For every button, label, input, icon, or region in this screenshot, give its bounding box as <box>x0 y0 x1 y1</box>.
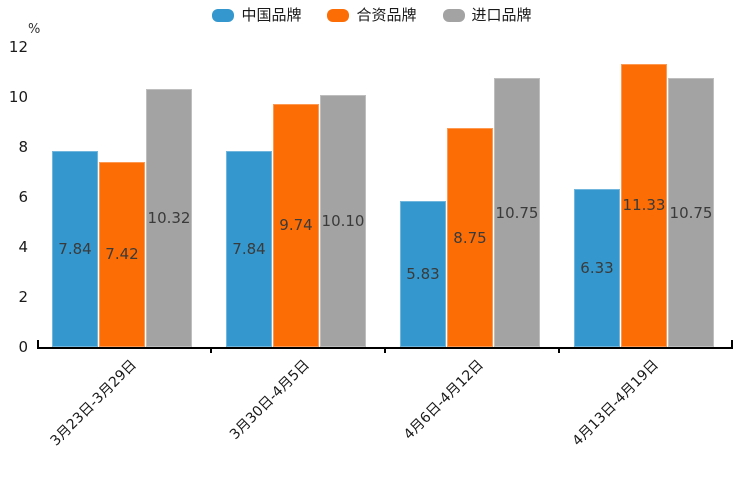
bar-进口品牌-4 <box>668 78 714 347</box>
x-category-label: 3月30日-4月5日 <box>227 357 314 443</box>
legend-swatch-icon <box>442 8 465 22</box>
legend-item-2[interactable]: 合资品牌 <box>327 6 417 24</box>
x-axis-left-cap <box>37 340 39 347</box>
bar-value-label: 7.84 <box>232 240 266 258</box>
legend-label: 进口品牌 <box>471 6 532 24</box>
y-tick-label: 6 <box>18 188 28 206</box>
bar-进口品牌-3 <box>494 78 540 347</box>
bar-中国品牌-2 <box>226 151 272 347</box>
y-tick-label: 10 <box>8 88 28 106</box>
y-axis-unit-label: % <box>28 22 41 37</box>
bar-value-label: 8.75 <box>453 228 487 247</box>
x-axis-tick <box>384 349 386 353</box>
bar-合资品牌-4 <box>621 63 667 347</box>
bar-中国品牌-3 <box>400 201 446 347</box>
bar-中国品牌-4 <box>574 188 620 347</box>
bar-合资品牌-2 <box>273 103 319 347</box>
bar-value-label: 9.74 <box>279 216 313 235</box>
bar-进口品牌-1 <box>146 89 192 347</box>
y-tick-label: 0 <box>18 338 28 356</box>
bar-value-label: 5.83 <box>406 265 440 284</box>
y-tick-label: 8 <box>18 138 28 156</box>
x-axis-right-cap <box>731 340 733 347</box>
legend-swatch-icon <box>212 8 235 22</box>
x-axis-line <box>37 347 733 349</box>
x-axis-tick <box>210 349 212 353</box>
legend-item-1[interactable]: 中国品牌 <box>212 6 301 24</box>
bar-value-label: 7.84 <box>58 240 92 258</box>
legend-label: 中国品牌 <box>241 6 302 24</box>
bar-中国品牌-1 <box>52 151 98 347</box>
bar-进口品牌-2 <box>320 94 366 347</box>
y-tick-label: 4 <box>18 238 28 256</box>
y-tick-label: 12 <box>8 38 28 56</box>
bar-value-label: 10.10 <box>321 211 365 230</box>
legend-label: 合资品牌 <box>356 6 417 24</box>
legend-item-3[interactable]: 进口品牌 <box>442 6 532 24</box>
x-axis-tick <box>558 349 560 353</box>
legend-swatch-icon <box>327 8 350 22</box>
x-category-label: 3月23日-3月29日 <box>47 357 140 450</box>
x-category-label: 4月6日-4月12日 <box>401 357 488 443</box>
legend: 中国品牌 合资品牌 进口品牌 <box>0 6 744 24</box>
bar-value-label: 7.42 <box>105 245 139 264</box>
bar-value-label: 6.33 <box>580 258 614 277</box>
x-category-label: 4月13日-4月19日 <box>569 357 662 450</box>
y-tick-label: 2 <box>18 288 28 306</box>
bar-合资品牌-1 <box>99 161 145 347</box>
bar-value-label: 11.33 <box>622 196 666 215</box>
bar-合资品牌-3 <box>447 128 493 347</box>
bar-value-label: 10.75 <box>495 203 539 222</box>
bar-value-label: 10.75 <box>669 203 713 222</box>
bar-value-label: 10.32 <box>147 209 191 227</box>
